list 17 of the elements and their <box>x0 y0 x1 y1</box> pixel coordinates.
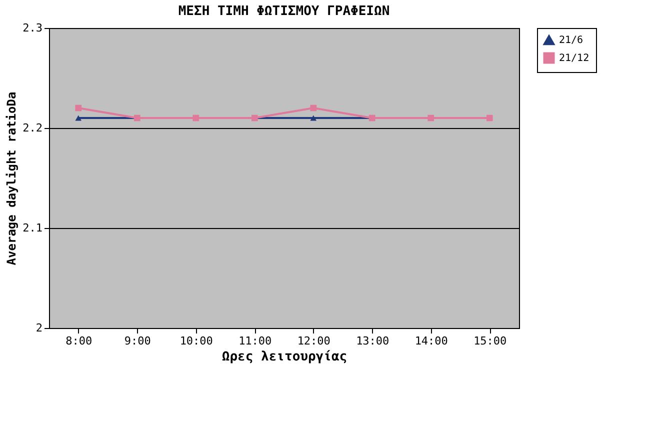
legend-label: 21/12 <box>559 53 590 64</box>
x-tick-label: 15:00 <box>474 334 507 348</box>
x-tick-label: 9:00 <box>124 334 151 348</box>
legend-label: 21/6 <box>559 35 584 46</box>
y-tick-label: 2 <box>36 322 42 334</box>
y-tick-label: 2.1 <box>22 222 42 234</box>
y-axis-title: Average daylight ratioDa <box>4 92 19 266</box>
x-tick-label: 11:00 <box>238 334 272 348</box>
x-axis-title: Ωρες λειτουργίας <box>222 350 348 364</box>
x-tick-label: 8:00 <box>66 334 92 348</box>
y-tick-label: 2.2 <box>22 122 42 134</box>
x-tick-label: 12:00 <box>297 334 330 348</box>
x-tick-label: 13:00 <box>356 334 390 348</box>
x-tick-label: 10:00 <box>180 334 213 348</box>
y-tick-label: 2.3 <box>22 22 42 34</box>
x-tick-label: 14:00 <box>414 334 448 348</box>
chart-title: ΜΕΣΗ ΤΙΜΗ ΦΩΤΙΣΜΟΥ ΓΡΑΦΕΙΩΝ <box>178 4 390 19</box>
